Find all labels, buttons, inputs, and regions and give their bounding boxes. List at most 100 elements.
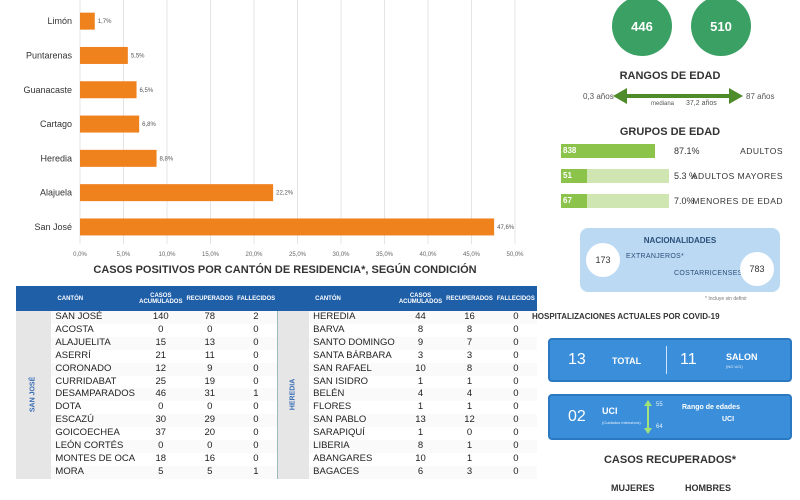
cell-recovered: 31 [204, 388, 216, 400]
table-row: CORONADO 12 9 0 SAN RAFAEL 10 8 0 [16, 362, 537, 376]
cell-cases: 8 [417, 323, 424, 335]
cell-deaths: 0 [513, 452, 519, 464]
cases-by-province-bar-chart: Limón Puntarenas Guanacaste Cartago Heredia A… [23, 0, 524, 258]
table-header-row: CANTÓN CASOS ACUMULADOS RECUPERADOS FALL… [16, 286, 537, 311]
chart-bar [80, 218, 495, 236]
table-row: CURRIDABAT 25 19 0 SAN ISIDRO 1 1 0 [16, 375, 537, 389]
age-group-pct: 5.3 % [674, 171, 698, 181]
chart-x-tick-label: 30,0% [332, 252, 350, 258]
age-group-label: ADULTOS [740, 146, 783, 156]
cell-cases: 37 [155, 427, 167, 439]
cell-deaths: 0 [513, 311, 519, 322]
cell-deaths: 0 [235, 440, 278, 453]
age-range-label: Rango de edades [682, 404, 740, 411]
cell-cases: 5 [158, 465, 164, 477]
cell-recovered: 29 [204, 414, 216, 426]
cell-deaths: 0 [513, 323, 519, 335]
cell-name: MORA [55, 465, 84, 477]
cell-name: ACOSTA [55, 323, 94, 335]
cell-deaths: 0 [513, 336, 519, 348]
uci-box: 02 UCI (Cuidados Intensivos) 55 64 Rango… [548, 394, 792, 440]
cell-cases: 15 [155, 336, 167, 348]
chart-bar [80, 12, 95, 30]
chart-bar [80, 115, 140, 133]
chart-x-tick-label: 20,0% [245, 252, 263, 258]
recovered-header-left: RECUPERADOS [184, 286, 236, 311]
table-title: CASOS POSITIVOS POR CANTÓN DE RESIDENCIA… [93, 264, 477, 276]
cell-deaths: 0 [235, 362, 278, 376]
chart-bar [80, 46, 128, 64]
canton-header-right: CANTÓN [309, 286, 397, 311]
chart-category-label: Cartago [40, 119, 72, 129]
cell-cases: 3 [417, 349, 424, 361]
foreigners-label: EXTRANJEROS* [626, 253, 685, 260]
cell-deaths: 0 [513, 401, 519, 413]
cell-cases: 10 [415, 452, 426, 464]
table-row: ALAJUELITA 15 13 0 SANTO DOMINGO 9 7 0 [16, 336, 537, 350]
costa-ricans-count: 783 [740, 252, 774, 286]
cell-name: ALAJUELITA [55, 336, 111, 348]
cell-recovered: 0 [466, 427, 473, 439]
hospital-box-divider [666, 346, 667, 374]
uci-label: UCI [602, 406, 618, 416]
cell-deaths: 0 [513, 375, 519, 387]
age-group-pct: 87.1% [674, 146, 700, 156]
table-row: SAN JOSÉ SAN JOSÉ 140 78 2 HEREDIA HEREDIA 44 16… [16, 311, 537, 479]
cell-name: BAGACES [313, 465, 360, 477]
cell-name: CURRIDABAT [55, 375, 117, 387]
age-groups-title: GRUPOS DE EDAD [619, 126, 721, 138]
cell-deaths: 0 [513, 427, 519, 439]
chart-x-tick-label: 45,0% [463, 252, 481, 258]
province-col-header-left [16, 286, 52, 311]
cell-recovered: 3 [466, 465, 473, 477]
chart-value-label: 6,5% [140, 88, 154, 94]
deaths-header-right: FALLECIDOS [494, 286, 537, 311]
salon-label: SALON [726, 352, 758, 362]
uci-num: 02 [568, 408, 586, 425]
age-group-track [561, 194, 669, 208]
cell-deaths: 0 [235, 427, 278, 441]
salon-num: 11 [680, 351, 697, 368]
chart-bar [80, 81, 137, 99]
hospital-total-label: TOTAL [612, 356, 642, 366]
hospital-total-box: 13 TOTAL 11 SALON (NO UCI) [548, 338, 792, 382]
cell-name: FLORES [313, 401, 352, 413]
province-name-left: SAN JOSÉ [29, 377, 37, 413]
cell-name: ABANGARES [313, 452, 373, 464]
cell-deaths: 2 [235, 311, 278, 324]
cell-name: ASERRÍ [55, 349, 91, 361]
chart-x-ticks: 0,0% 5,0% 10,0% 15,0% 20,0% 25,0% 30,0% 35,0% 40… [73, 252, 524, 258]
cell-deaths: 0 [513, 362, 519, 374]
cell-cases: 30 [155, 414, 167, 426]
women-label: MUJERES [611, 483, 655, 493]
cell-deaths: 0 [513, 440, 519, 452]
chart-category-labels: Limón Puntarenas Guanacaste Cartago Heredia A… [23, 16, 72, 232]
chart-category-label: Puntarenas [26, 50, 73, 60]
canton-header-left: CANTÓN [51, 286, 138, 311]
cell-recovered: 16 [204, 452, 216, 464]
cell-cases: 46 [155, 388, 167, 400]
chart-x-tick-label: 35,0% [376, 252, 394, 258]
nationalities-box: NACIONALIDADES 173 EXTRANJEROS* COSTARRI… [580, 228, 780, 292]
age-range-arrow [613, 88, 743, 104]
chart-category-label: Guanacaste [23, 85, 72, 95]
cell-name: BARVA [313, 323, 345, 335]
age-range-sub: UCI [722, 416, 735, 423]
recovered-title: CASOS RECUPERADOS* [603, 454, 737, 466]
age-group-label: MENORES DE EDAD [692, 196, 783, 206]
cell-cases: 6 [417, 465, 424, 477]
cell-recovered: 0 [207, 401, 213, 413]
uci-sub: (Cuidados Intensivos) [602, 420, 641, 425]
cell-recovered: 78 [204, 311, 216, 322]
chart-value-label: 22,2% [276, 191, 294, 197]
cell-name: SAN PABLO [313, 414, 367, 426]
cell-deaths: 0 [235, 452, 278, 466]
chart-value-label: 5,5% [131, 53, 145, 59]
chart-bar [80, 184, 274, 202]
age-group-pct: 7.0% [674, 196, 695, 206]
cell-recovered: 7 [466, 336, 473, 348]
cell-recovered: 8 [466, 323, 473, 335]
chart-x-tick-label: 25,0% [289, 252, 307, 258]
chart-x-tick-label: 15,0% [202, 252, 220, 258]
chart-value-label: 6,8% [142, 122, 156, 128]
